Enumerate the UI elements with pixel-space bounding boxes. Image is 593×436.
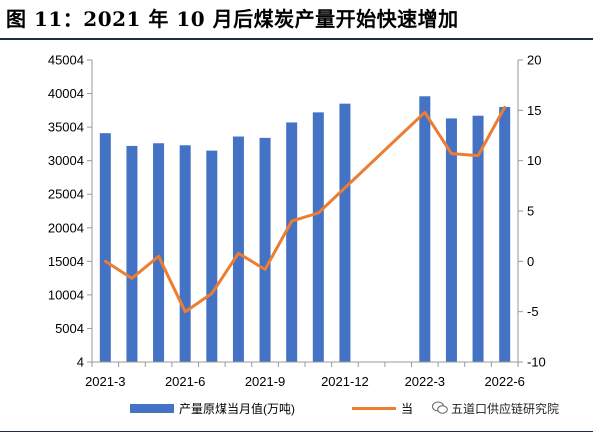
bar — [153, 143, 165, 362]
right-tick-label: 10 — [527, 153, 541, 168]
bar — [259, 137, 271, 362]
right-tick-label: 20 — [527, 53, 541, 68]
left-tick-label: 25004 — [48, 187, 84, 202]
left-tick-label: 15004 — [48, 254, 84, 269]
left-tick-label: 40004 — [48, 86, 84, 101]
bar — [179, 145, 191, 362]
axes: 4500410004150042000425004300043500440004… — [48, 53, 546, 390]
bar — [99, 133, 111, 362]
x-tick-label: 2021-9 — [245, 374, 285, 389]
left-tick-label: 20004 — [48, 220, 84, 235]
x-tick-label: 2021-3 — [85, 374, 125, 389]
line-path — [103, 105, 507, 314]
legend-label-bar: 产量原煤当月值(万吨) — [179, 401, 295, 416]
left-tick-label: 45004 — [48, 53, 84, 68]
legend: 产量原煤当月值(万吨) 当 — [130, 397, 590, 419]
left-tick-label: 5004 — [55, 321, 84, 336]
right-tick-label: 0 — [527, 254, 534, 269]
bar — [339, 103, 351, 363]
bar — [232, 136, 244, 362]
right-tick-label: -5 — [527, 304, 539, 319]
legend-label-line: 当 — [401, 401, 414, 416]
legend-item-bar: 产量原煤当月值(万吨) — [130, 397, 295, 419]
x-tick-label: 2022-6 — [484, 374, 524, 389]
right-tick-label: -10 — [527, 355, 546, 370]
x-tick-label: 2022-3 — [405, 374, 445, 389]
right-tick-label: 15 — [527, 103, 541, 118]
x-tick-label: 2021-6 — [165, 374, 205, 389]
title-rule — [0, 38, 593, 40]
watermark: 五道口供应链研究院 — [430, 398, 562, 418]
left-tick-label: 10004 — [48, 287, 84, 302]
bar — [419, 96, 431, 362]
left-tick-label: 35004 — [48, 120, 84, 135]
right-tick-label: 5 — [527, 204, 534, 219]
left-tick-label: 4 — [77, 355, 84, 370]
bar — [312, 112, 324, 363]
left-tick-label: 30004 — [48, 153, 84, 168]
legend-swatch-bar — [130, 403, 174, 413]
bar — [499, 107, 511, 362]
bar — [286, 122, 298, 362]
legend-item-line: 当 — [352, 397, 413, 419]
x-tick-label: 2021-12 — [321, 374, 369, 389]
legend-swatch-line — [352, 406, 396, 410]
line-series — [103, 105, 507, 314]
bar-series — [99, 96, 511, 363]
watermark-text: 五道口供应链研究院 — [451, 401, 560, 416]
wechat-icon — [432, 401, 448, 414]
figure-title: 图 11：2021 年 10 月后煤炭产量开始快速增加 — [6, 7, 459, 31]
bottom-rule — [0, 431, 593, 432]
bar — [206, 150, 218, 362]
bar — [472, 115, 484, 362]
bar — [445, 118, 457, 362]
bar — [126, 145, 138, 362]
